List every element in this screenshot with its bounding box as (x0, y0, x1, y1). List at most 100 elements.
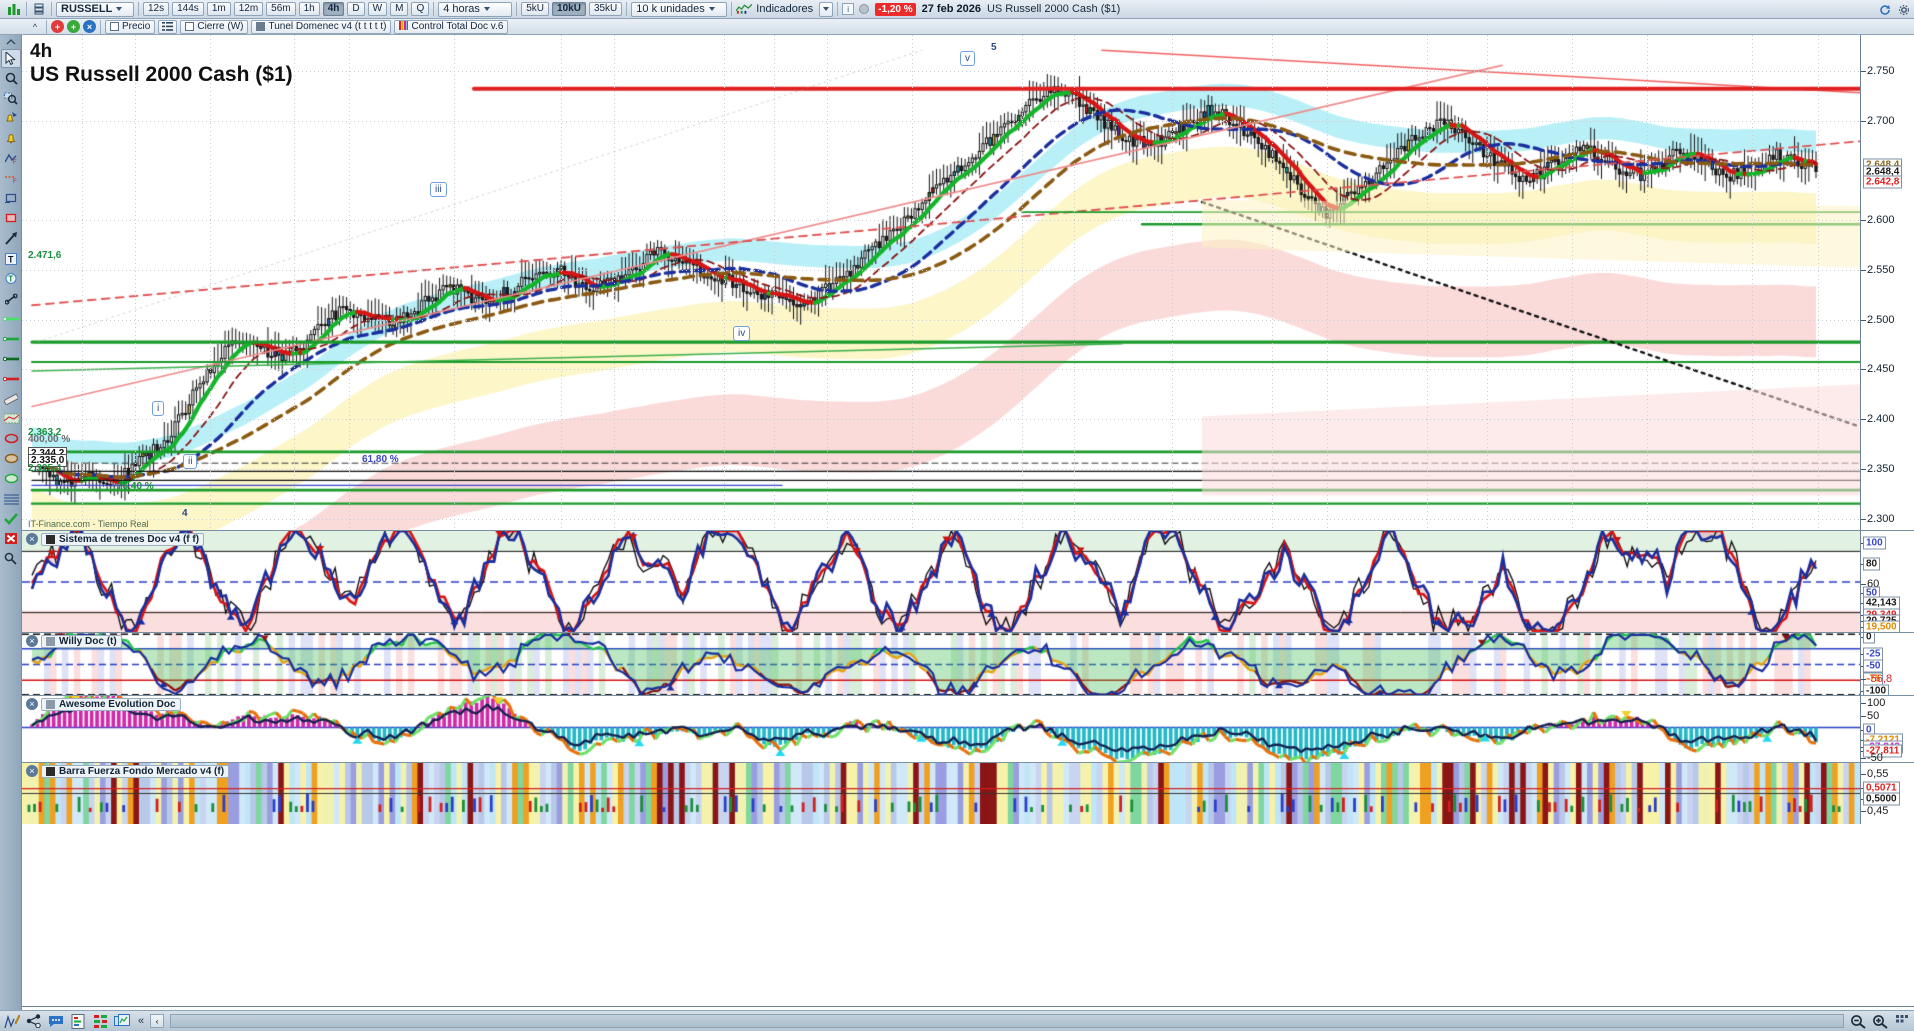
checkbox-icon[interactable] (110, 22, 119, 31)
fibonacci-icon[interactable] (1, 489, 21, 508)
indicator-axis-label: 100 (1863, 536, 1886, 550)
timeframe-W[interactable]: W (367, 2, 388, 16)
indicator-pane-barra-fuerza[interactable]: × Barra Fuerza Fondo Mercado v4 (f) 0,55… (22, 763, 1914, 824)
filled-rectangle-icon[interactable] (1, 209, 21, 228)
timeframe-4h[interactable]: 4h (322, 2, 345, 16)
period-combo[interactable]: 4 horas (438, 1, 513, 17)
timeframe-Q[interactable]: Q (411, 2, 430, 16)
close-icon[interactable]: × (26, 635, 38, 647)
checkbox-icon[interactable] (185, 22, 195, 31)
add-red-icon[interactable]: + (51, 20, 64, 33)
settings-dots-icon[interactable] (1894, 1013, 1910, 1029)
close-icon[interactable]: × (26, 533, 38, 545)
report-icon[interactable] (70, 1013, 86, 1029)
horizontal-scrollbar[interactable] (170, 1014, 1844, 1028)
line-green-icon[interactable] (1, 329, 21, 348)
indicators-label[interactable]: Indicadores (756, 3, 814, 15)
cursor-icon[interactable] (1, 49, 21, 68)
indicator-title-trenes[interactable]: Sistema de trenes Doc v4 (f f) (41, 533, 205, 546)
indicator-axis-barra-fuerza[interactable]: 0,55 0,5071 0,5000 0,45 (1860, 763, 1914, 824)
ladder-icon[interactable] (92, 1013, 108, 1029)
indicator-title-willy[interactable]: Willy Doc (t) (41, 635, 122, 648)
pen-chart-icon[interactable] (4, 1013, 20, 1029)
windows-icon[interactable] (114, 1013, 130, 1029)
delete-icon[interactable] (1, 529, 21, 548)
price-pane[interactable]: 4h US Russell 2000 Cash ($1) 2.471,6 2.36… (22, 35, 1914, 531)
zoom-in-icon[interactable] (1872, 1013, 1888, 1029)
alarm-icon[interactable] (1, 129, 21, 148)
share-icon[interactable] (26, 1013, 42, 1029)
collapse-toggle[interactable]: ^ (32, 21, 38, 32)
indicator-title-barra-fuerza[interactable]: Barra Fuerza Fondo Mercado v4 (f) (41, 765, 230, 778)
scroll-left-button[interactable]: ‹ (150, 1014, 165, 1028)
object-item-tunel-domenec[interactable]: Tunel Domenec v4 (t t t t t) (251, 19, 392, 34)
record-dot-icon[interactable] (859, 4, 870, 14)
timeframe-56m[interactable]: 56m (266, 2, 296, 16)
check-icon[interactable] (1, 509, 21, 528)
chart-timeframe-label: 4h (30, 41, 53, 62)
chart-icon[interactable] (6, 1, 22, 17)
ellipse-brown-icon[interactable] (1, 449, 21, 468)
timeframe-M[interactable]: M (390, 2, 409, 16)
indicators-dropdown[interactable] (819, 1, 834, 17)
function-line-icon[interactable]: F (1, 149, 21, 168)
price-axis[interactable]: 2.750 2.700 2.600 2.550 2.500 2.450 2.400 2.350… (1860, 35, 1914, 530)
text-bubble-icon[interactable]: T (1, 269, 21, 288)
ellipse-green-icon[interactable] (1, 469, 21, 488)
ruler-icon[interactable] (1, 389, 21, 408)
magnifier-hand-icon[interactable] (1, 549, 21, 568)
units-combo[interactable]: 10 k unidades (631, 1, 728, 17)
indicator-pane-awesome[interactable]: × Awesome Evolution Doc 100500-7,2121-27… (22, 696, 1914, 763)
alarm-add-icon[interactable] (1, 109, 21, 128)
chart-date: 27 feb 2026 (921, 3, 981, 15)
timeframe-12m[interactable]: 12m (233, 2, 264, 16)
channel-icon[interactable] (1, 409, 21, 428)
settings-icon[interactable] (1896, 2, 1912, 18)
indicator-pane-willy[interactable]: × Willy Doc (t) 0 -25 -50 -75 -56,8 -100 (22, 633, 1914, 696)
text-tool-icon[interactable]: T (1, 249, 21, 268)
comment-icon[interactable] (48, 1013, 64, 1029)
timeframe-1h[interactable]: 1h (298, 2, 320, 16)
gridline (912, 35, 913, 530)
panel-collapse[interactable]: « (138, 1015, 145, 1027)
object-item-control-total[interactable]: Control Total Doc v.6 (394, 19, 509, 34)
rail-collapse-icon[interactable] (1, 36, 21, 48)
arrow-icon[interactable] (1, 229, 21, 248)
line-red-icon[interactable] (1, 369, 21, 388)
volume-10kU[interactable]: 10kU (552, 2, 586, 16)
volume-35kU[interactable]: 35kU (588, 2, 623, 16)
refresh-icon[interactable] (1877, 2, 1893, 18)
object-list-icon-button[interactable] (158, 19, 178, 34)
instrument-selector[interactable]: RUSSELL (56, 1, 134, 17)
indicator-axis-willy[interactable]: 0 -25 -50 -75 -56,8 -100 (1860, 633, 1914, 695)
timeframe-D[interactable]: D (347, 2, 365, 16)
indicator-pane-trenes[interactable]: × Sistema de trenes Doc v4 (f f) 100 80 60… (22, 531, 1914, 633)
timeframe-12s[interactable]: 12s (143, 2, 170, 16)
price-axis-label: 2.550 (1867, 264, 1895, 276)
rectangle-select-icon[interactable] (1, 189, 21, 208)
close-icon[interactable]: × (26, 765, 38, 777)
line-green-light-icon[interactable] (1, 309, 21, 328)
object-item-precio[interactable]: Precio (105, 19, 156, 34)
indicator-title-awesome[interactable]: Awesome Evolution Doc (41, 698, 181, 711)
timeframe-144s[interactable]: 144s (172, 2, 204, 16)
volume-5kU[interactable]: 5kU (521, 2, 550, 16)
indicators-icon[interactable] (736, 1, 753, 17)
close-icon[interactable]: × (26, 698, 38, 710)
timeframe-1m[interactable]: 1m (206, 2, 231, 16)
line-dark-green-icon[interactable] (1, 349, 21, 368)
zoom-area-icon[interactable] (1, 89, 21, 108)
info-icon[interactable]: i (842, 3, 855, 15)
zoom-out-icon[interactable] (1850, 1013, 1866, 1029)
add-green-icon[interactable]: + (67, 20, 80, 33)
close-icon[interactable]: × (83, 20, 96, 33)
object-label: Precio (122, 21, 151, 32)
dashed-function-icon[interactable]: F (1, 169, 21, 188)
grid-icon[interactable] (31, 1, 47, 17)
segment-icon[interactable] (1, 289, 21, 308)
zoom-icon[interactable] (1, 69, 21, 88)
ellipse-red-icon[interactable] (1, 429, 21, 448)
object-item-cierre[interactable]: Cierre (W) (180, 19, 249, 34)
